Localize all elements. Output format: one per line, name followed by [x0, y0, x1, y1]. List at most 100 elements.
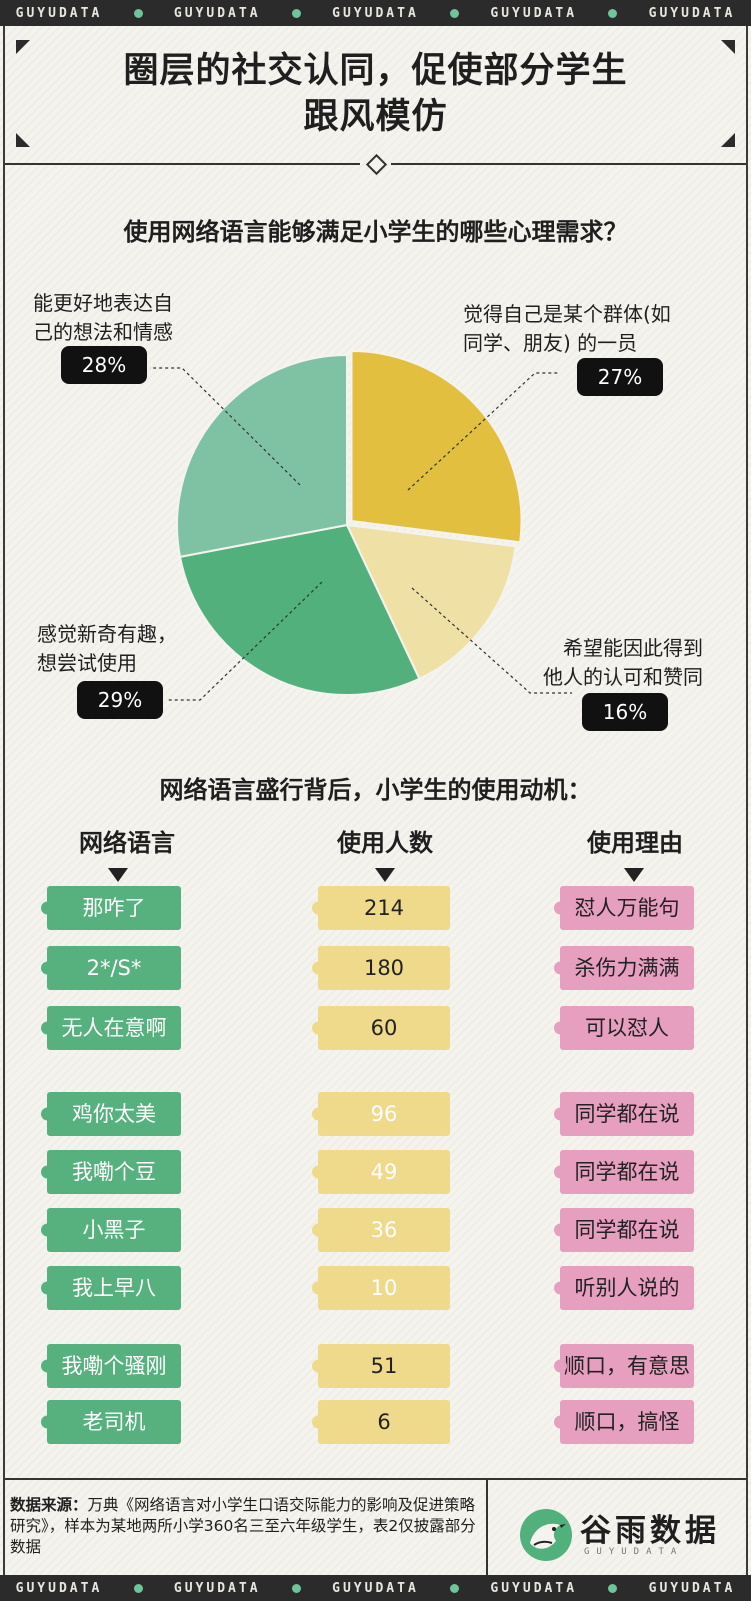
band-text: GUYUDATA — [490, 1580, 578, 1596]
pie-chart — [150, 350, 572, 701]
reason-tag: 怼人万能句 — [560, 886, 694, 930]
brand-logo: 谷雨数据 GUYUDATA — [518, 1505, 738, 1565]
term-tag: 2*/S* — [47, 946, 181, 990]
term-tag: 我上早八 — [47, 1266, 181, 1310]
band-text: GUYUDATA — [332, 1580, 419, 1596]
bottom-band: GUYUDATA GUYUDATA GUYUDATA GUYUDATA GUYU… — [0, 1575, 751, 1601]
down-arrow-icon — [624, 868, 644, 882]
title-divider-left — [5, 163, 360, 165]
band-text: GUYUDATA — [648, 5, 736, 21]
band-dot — [291, 1583, 301, 1593]
hero-title: 圈层的社交认同，促使部分学生 跟风模仿 — [0, 48, 751, 140]
pie-badge-green: 29% — [77, 681, 163, 719]
source-text: 万典《网络语言对小学生口语交际能力的影响及促进策略研究》，样本为某地两所小学36… — [10, 1496, 476, 1556]
pie-label-line: 他人的认可和赞同 — [543, 665, 703, 689]
hero-title-line1: 圈层的社交认同，促使部分学生 — [123, 51, 628, 91]
count-tag: 96 — [318, 1092, 450, 1136]
leader-line-cream — [411, 587, 572, 694]
pie-label-light-green: 能更好地表达自 己的想法和情感 — [33, 289, 173, 347]
pie-label-line: 希望能因此得到 — [563, 636, 703, 660]
pie-slice-cream — [345, 523, 517, 681]
term-tag: 我嘞个骚刚 — [47, 1344, 181, 1388]
pie-label-gold: 觉得自己是某个群体(如 同学、朋友) 的一员 — [463, 300, 671, 358]
term-tag: 无人在意啊 — [47, 1006, 181, 1050]
reason-tag: 听别人说的 — [560, 1266, 694, 1310]
pie-label-line: 能更好地表达自 — [33, 291, 173, 315]
band-dot — [133, 8, 143, 18]
pie-label-line: 己的想法和情感 — [33, 320, 173, 344]
leader-line-green — [168, 581, 323, 701]
down-arrow-icon — [375, 868, 395, 882]
brand-name: 谷雨数据 — [580, 1513, 720, 1549]
pie-badge-gold: 27% — [577, 358, 663, 396]
reason-tag: 同学都在说 — [560, 1150, 694, 1194]
reason-tag: 可以怼人 — [560, 1006, 694, 1050]
pie-slice-light-green — [176, 353, 348, 559]
term-tag: 那咋了 — [47, 886, 181, 930]
count-tag: 214 — [318, 886, 450, 930]
column-header-term: 网络语言 — [79, 829, 175, 857]
footer — [5, 1478, 746, 1577]
reason-tag: 同学都在说 — [560, 1092, 694, 1136]
pie-label-green: 感觉新奇有趣， 想尝试使用 — [37, 620, 177, 678]
corner-mark — [721, 133, 735, 147]
footer-divider — [486, 1478, 488, 1575]
pie-label-line: 感觉新奇有趣， — [37, 622, 177, 646]
down-arrow-icon — [108, 868, 128, 882]
pie-question: 使用网络语言能够满足小学生的哪些心理需求？ — [123, 218, 628, 246]
count-tag: 10 — [318, 1266, 450, 1310]
pie-badge-light-green: 28% — [61, 346, 147, 384]
term-tag: 老司机 — [47, 1400, 181, 1444]
term-tag: 我嘞个豆 — [47, 1150, 181, 1194]
band-dot — [608, 1583, 618, 1593]
pie-label-line: 觉得自己是某个群体(如 — [463, 302, 671, 326]
count-tag: 180 — [318, 946, 450, 990]
bird-logo-icon — [520, 1509, 572, 1561]
table-question: 网络语言盛行背后，小学生的使用动机： — [159, 776, 592, 804]
band-text: GUYUDATA — [15, 5, 103, 21]
reason-tag: 顺口，搞怪 — [560, 1400, 694, 1444]
data-source: 数据来源：万典《网络语言对小学生口语交际能力的影响及促进策略研究》，样本为某地两… — [10, 1495, 480, 1558]
term-tag: 鸡你太美 — [47, 1092, 181, 1136]
count-tag: 51 — [318, 1344, 450, 1388]
pie-slice-gold — [350, 350, 523, 544]
band-text: GUYUDATA — [490, 5, 578, 21]
leader-line-light-green — [150, 367, 301, 486]
count-tag: 49 — [318, 1150, 450, 1194]
corner-mark — [16, 133, 30, 147]
reason-tag: 顺口，有意思 — [560, 1344, 694, 1388]
right-border — [746, 26, 748, 1575]
pie-slice-green — [178, 523, 421, 696]
band-dot — [133, 1583, 143, 1593]
pie-label-cream: 希望能因此得到 他人的认可和赞同 — [543, 634, 703, 692]
title-divider-right — [391, 163, 746, 165]
column-header-reason: 使用理由 — [587, 829, 683, 857]
band-text: GUYUDATA — [332, 5, 419, 21]
band-dot — [291, 8, 301, 18]
source-label: 数据来源： — [10, 1496, 88, 1514]
band-text: GUYUDATA — [173, 1580, 261, 1596]
band-dot — [450, 8, 460, 18]
reason-tag: 同学都在说 — [560, 1208, 694, 1252]
band-text: GUYUDATA — [173, 5, 261, 21]
corner-mark — [721, 40, 735, 54]
band-dot — [608, 8, 618, 18]
term-tag: 小黑子 — [47, 1208, 181, 1252]
corner-mark — [16, 40, 30, 54]
count-tag: 6 — [318, 1400, 450, 1444]
pie-label-line: 同学、朋友) 的一员 — [463, 331, 638, 355]
count-tag: 36 — [318, 1208, 450, 1252]
band-text: GUYUDATA — [15, 1580, 103, 1596]
pie-label-line: 想尝试使用 — [37, 651, 137, 675]
band-dot — [450, 1583, 460, 1593]
brand-sub: GUYUDATA — [584, 1547, 684, 1557]
band-text: GUYUDATA — [648, 1580, 736, 1596]
top-band: GUYUDATA GUYUDATA GUYUDATA GUYUDATA GUYU… — [0, 0, 751, 26]
pie-badge-cream: 16% — [582, 693, 668, 731]
left-border — [3, 26, 5, 1575]
count-tag: 60 — [318, 1006, 450, 1050]
column-header-count: 使用人数 — [337, 829, 433, 857]
hero-title-line2: 跟风模仿 — [303, 97, 448, 137]
reason-tag: 杀伤力满满 — [560, 946, 694, 990]
